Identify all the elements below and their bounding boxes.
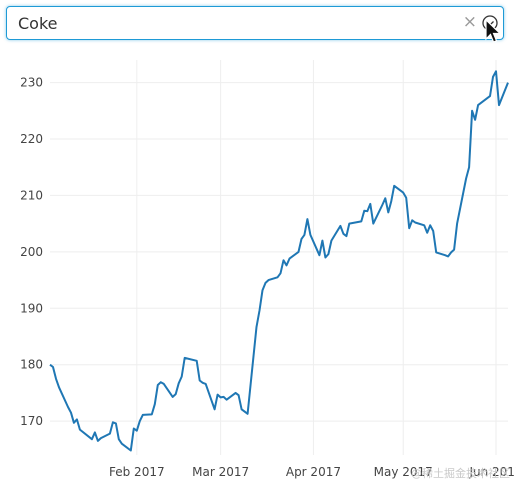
x-axis: Feb 2017 Mar 2017 Apr 2017 May 2017 Jun 2017 [109, 465, 516, 479]
x-tick-label: Apr 2017 [286, 465, 341, 479]
x-tick-label: May 2017 [374, 465, 433, 479]
y-tick-label: 220 [20, 132, 43, 146]
y-tick-label: 230 [20, 76, 43, 90]
y-tick-label: 170 [20, 414, 43, 428]
grid-lines [50, 60, 508, 455]
y-tick-label: 180 [20, 358, 43, 372]
line-chart: 170 180 190 200 210 220 230 Feb 2017 Mar 2017 Ap… [20, 60, 516, 479]
y-axis: 170 180 190 200 210 220 230 [20, 76, 43, 429]
chevron-down-icon[interactable] [482, 15, 498, 31]
selected-value: Coke [18, 14, 58, 33]
clear-icon[interactable]: × [462, 12, 477, 32]
watermark-text: @稀土掘金技术社区 [411, 467, 510, 480]
y-tick-label: 200 [20, 245, 43, 259]
y-tick-label: 210 [20, 188, 43, 202]
y-tick-label: 190 [20, 301, 43, 315]
x-tick-label: Mar 2017 [192, 465, 249, 479]
x-tick-label: Jun 2017 [468, 465, 516, 479]
stock-select[interactable]: Coke × [6, 6, 504, 40]
x-tick-label: Feb 2017 [109, 465, 165, 479]
series-line [49, 70, 509, 452]
